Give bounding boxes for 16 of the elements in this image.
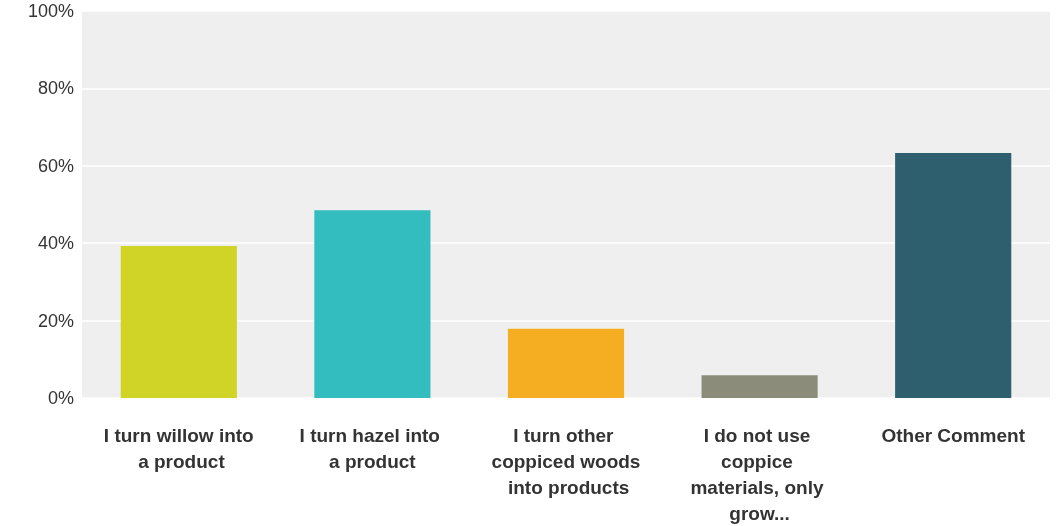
y-tick-label: 80% xyxy=(37,78,74,99)
y-tick-label: 0% xyxy=(47,388,74,408)
y-tick-label: 40% xyxy=(37,233,74,254)
bar xyxy=(314,210,431,398)
y-tick-label: 20% xyxy=(37,310,74,331)
x-tick-label: I turn other coppiced woods into products xyxy=(491,424,641,498)
bar xyxy=(701,375,818,398)
x-tick-label: I turn willow into a product xyxy=(103,424,254,472)
x-tick-label: I do not use coppice materials, only grow... xyxy=(690,424,829,524)
y-tick-label: 100% xyxy=(27,1,74,21)
x-tick-label: I turn hazel into a product xyxy=(299,424,446,472)
y-tick-label: 60% xyxy=(37,155,74,176)
bar xyxy=(895,153,1012,398)
bar xyxy=(120,245,237,398)
bar xyxy=(507,328,625,398)
x-tick-label: Other Comment xyxy=(881,424,1026,446)
